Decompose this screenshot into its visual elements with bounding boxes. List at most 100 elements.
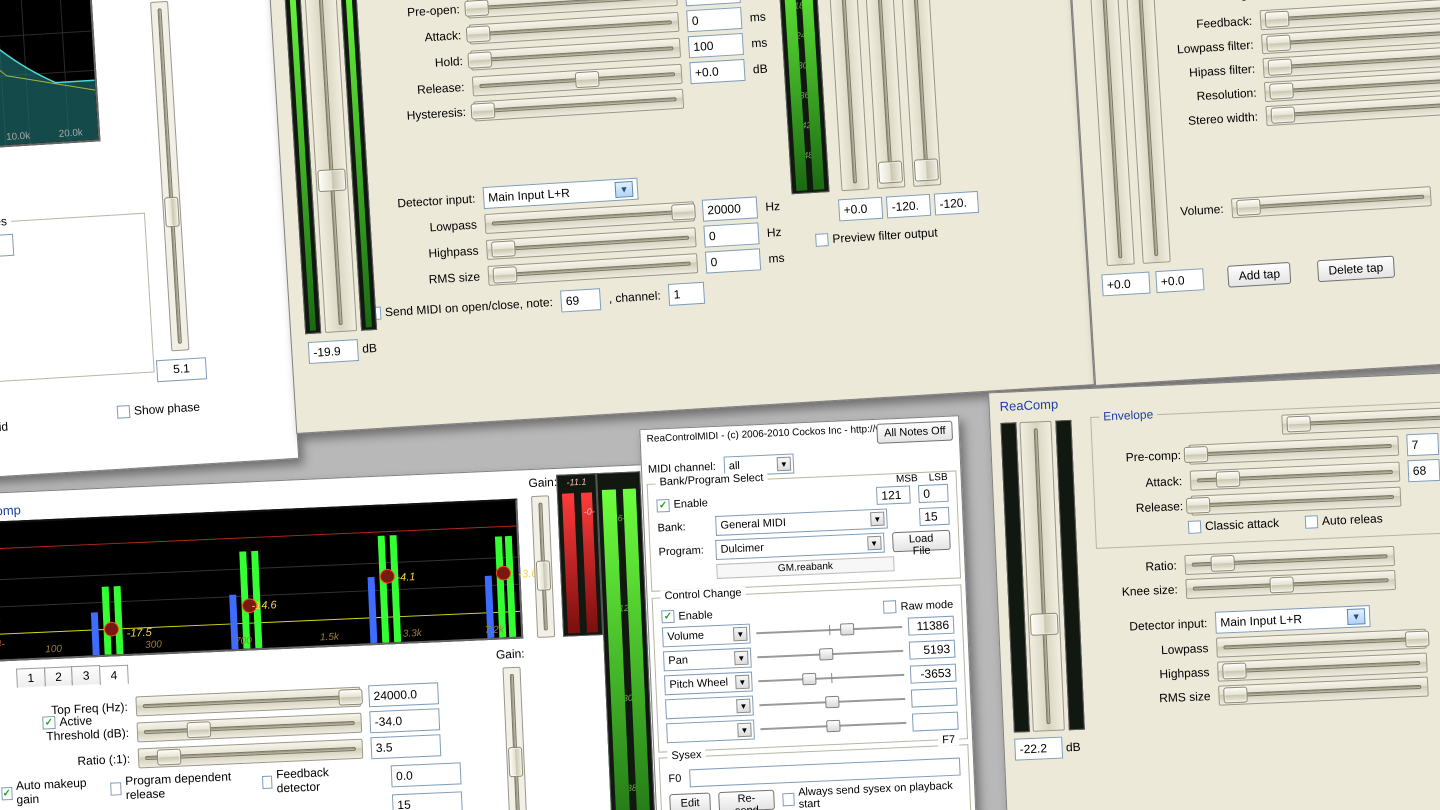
show-grid-checkbox[interactable]: ✓Show grid xyxy=(0,419,8,437)
param-value[interactable] xyxy=(1407,459,1440,482)
active-checkbox[interactable]: ✓Active xyxy=(42,713,92,729)
reacomp-rms-slider[interactable] xyxy=(1218,677,1429,706)
reaeq-graph: 4 7 10.0k 20.0k xyxy=(0,0,100,152)
band-tab-3[interactable]: 3 xyxy=(71,665,100,685)
cc-combo[interactable]: Volume▼ xyxy=(662,624,751,648)
volume-slider[interactable] xyxy=(1231,186,1432,218)
cc-slider[interactable] xyxy=(759,691,906,713)
param-slider[interactable] xyxy=(1189,436,1400,465)
threshold-slider[interactable] xyxy=(137,713,363,743)
highpass-value[interactable] xyxy=(703,222,759,247)
bank-combo[interactable]: General MIDI▼ xyxy=(715,508,888,535)
ratio-value[interactable] xyxy=(370,734,441,759)
cc-combo[interactable]: Pan▼ xyxy=(663,648,752,672)
resend-button[interactable]: Re-send xyxy=(718,790,775,810)
out-val-2[interactable] xyxy=(886,194,931,219)
cc-slider[interactable] xyxy=(757,643,904,665)
reaxcomp-top-slider[interactable] xyxy=(531,495,555,638)
param-value[interactable] xyxy=(1406,433,1439,456)
msb-value[interactable] xyxy=(876,485,911,504)
band-tab-2[interactable]: 2 xyxy=(44,666,73,686)
param-label: Attack: xyxy=(1102,474,1183,491)
raw-mode-checkbox[interactable]: Raw mode xyxy=(883,598,953,614)
fb-detector-checkbox[interactable]: Feedback detector xyxy=(261,764,356,796)
param-label: Release: xyxy=(364,80,465,100)
param-value[interactable] xyxy=(689,59,745,84)
reacomp-threshold-db[interactable] xyxy=(1014,737,1063,761)
reaxcomp-bottom-slider[interactable] xyxy=(502,667,529,810)
chevron-down-icon: ▼ xyxy=(737,723,752,738)
topfreq-value[interactable] xyxy=(368,682,439,707)
reaxcomp-graph: +0-9-18-27-36-24- 1003007001.5k3.3k7.2k … xyxy=(0,499,523,662)
cc-value[interactable] xyxy=(912,712,959,732)
cc-value[interactable] xyxy=(909,640,956,660)
show-phase-checkbox[interactable]: Show phase xyxy=(117,400,201,419)
add-tap-button[interactable]: Add tap xyxy=(1227,262,1292,288)
cc-slider[interactable] xyxy=(760,715,907,737)
all-notes-off-button[interactable]: All Notes Off xyxy=(877,421,953,444)
cc-value[interactable] xyxy=(911,688,958,708)
out-val-3[interactable] xyxy=(934,191,979,216)
reaxcomp-panel: aXcomp xyxy=(0,464,671,810)
param-label: Hysteresis: xyxy=(366,105,467,125)
reacomp-detector-combo[interactable]: Main Input L+R▼ xyxy=(1215,605,1371,634)
cc-slider[interactable] xyxy=(756,619,903,641)
ratio-slider[interactable] xyxy=(138,739,364,769)
classic-attack-checkbox[interactable]: Classic attack xyxy=(1188,516,1280,534)
eq-val-b[interactable] xyxy=(0,234,14,260)
band-tab-4[interactable]: 4 xyxy=(99,665,128,685)
delete-tap-button[interactable]: Delete tap xyxy=(1317,256,1395,283)
cc-slider[interactable] xyxy=(758,667,905,689)
length-label-clipped: Lengt xyxy=(1150,0,1251,7)
out-val-1[interactable] xyxy=(838,197,883,222)
cc-enable-checkbox[interactable]: ✓Enable xyxy=(661,608,713,623)
threshold-db-value[interactable] xyxy=(308,339,359,364)
lowpass-value[interactable] xyxy=(702,196,758,221)
cc-combo[interactable]: Pitch Wheel▼ xyxy=(664,672,753,696)
pdr-checkbox[interactable]: Program dependent release xyxy=(110,769,244,803)
program-combo[interactable]: Dulcimer▼ xyxy=(715,533,884,560)
rms-value[interactable] xyxy=(705,248,761,273)
reaeq-gain-slider[interactable] xyxy=(150,1,189,351)
param-value[interactable] xyxy=(686,7,742,32)
auto-release-checkbox[interactable]: Auto releas xyxy=(1305,511,1383,528)
rms-label: RMS size xyxy=(380,269,481,289)
reacomp-knee-slider[interactable] xyxy=(1185,570,1396,599)
auto-makeup-checkbox[interactable]: ✓Auto makeup gain xyxy=(1,775,93,807)
readelay-val-2[interactable] xyxy=(1155,268,1204,293)
extra-val-1[interactable] xyxy=(392,791,463,810)
cc-value[interactable] xyxy=(910,664,957,684)
cc-combo[interactable]: ▼ xyxy=(666,719,755,743)
midi-channel-value[interactable] xyxy=(668,282,705,306)
param-value[interactable] xyxy=(688,33,744,58)
send-midi-checkbox[interactable]: Send MIDI on open/close, note: xyxy=(368,295,554,320)
lsb-value[interactable] xyxy=(918,484,949,503)
threshold-value[interactable] xyxy=(369,708,440,733)
reacomp-panel: ReaComp dB Envelope Pre-comp:Attack:Rele… xyxy=(988,368,1440,810)
topfreq-slider[interactable] xyxy=(135,687,361,717)
load-file-button[interactable]: Load File xyxy=(892,530,951,553)
svg-text:10.0k: 10.0k xyxy=(6,131,31,144)
param-value[interactable] xyxy=(685,0,741,6)
db-unit: dB xyxy=(362,341,378,356)
readelay-val-1[interactable] xyxy=(1101,272,1150,297)
extra-val-0[interactable] xyxy=(391,762,462,787)
svg-text:20.0k: 20.0k xyxy=(59,127,84,140)
param-label: Release: xyxy=(1103,499,1184,516)
midi-note-value[interactable] xyxy=(560,288,601,312)
lowpass-label: Lowpass xyxy=(377,218,478,238)
param-label: Pre-comp: xyxy=(1101,448,1182,465)
band-tab-1[interactable]: 1 xyxy=(16,667,45,687)
bank-enable-checkbox[interactable]: ✓Enable xyxy=(656,497,708,512)
cc-combo[interactable]: ▼ xyxy=(665,696,754,720)
reabank-file: GM.reabank xyxy=(717,556,895,579)
fifteen-value[interactable] xyxy=(919,507,950,526)
gain-label-bottom: Gain: xyxy=(496,646,525,661)
param-slider[interactable] xyxy=(1190,462,1401,491)
edit-button[interactable]: Edit xyxy=(669,792,711,810)
f7-label: F7 xyxy=(938,734,959,747)
extra-slider-0[interactable] xyxy=(1281,406,1440,435)
param-label: Hold: xyxy=(363,54,464,74)
cc-value[interactable] xyxy=(908,616,955,636)
always-send-checkbox[interactable]: Always send sysex on playback start xyxy=(782,780,962,810)
